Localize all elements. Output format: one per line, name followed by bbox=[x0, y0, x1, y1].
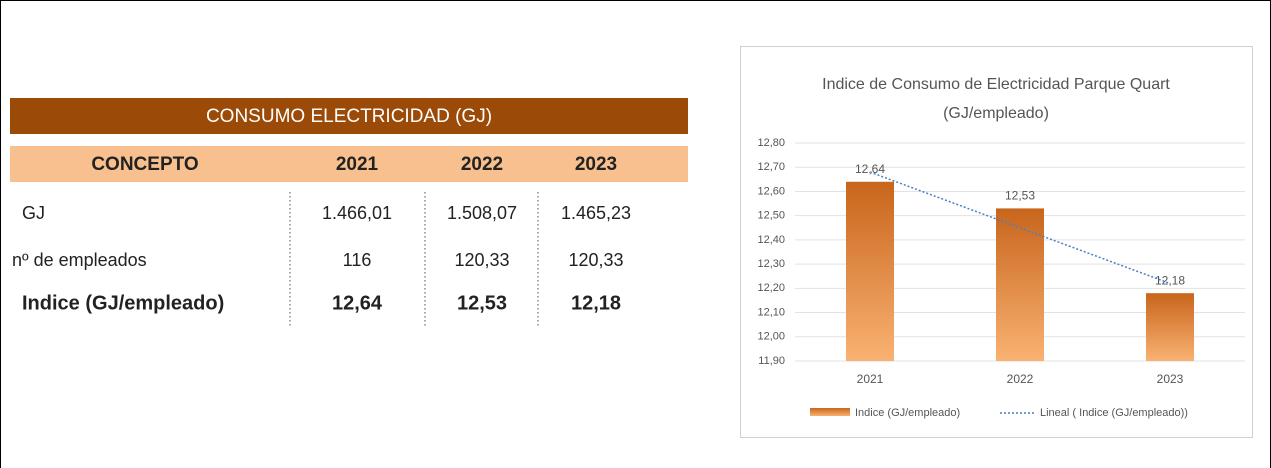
table-header-bar bbox=[10, 146, 688, 182]
table-cell: 116 bbox=[343, 250, 372, 270]
table-cell: 1.465,23 bbox=[561, 203, 631, 223]
chart: 11,90 12,00 12,10 12,20 12,30 12,40 12,50 12,60… bbox=[757, 137, 1245, 419]
header-cell: CONCEPTO bbox=[91, 154, 198, 175]
legend-label: Lineal ( Indice (GJ/empleado)) bbox=[1040, 407, 1188, 419]
table-cell: nº de empleados bbox=[12, 250, 147, 270]
x-tick-label: 2022 bbox=[1007, 372, 1034, 386]
table-cell: 12,18 bbox=[571, 292, 621, 314]
table-cell: 12,64 bbox=[332, 292, 383, 314]
y-tick-label: 12,20 bbox=[757, 282, 785, 294]
chart-title: Indice de Consumo de Electricidad Parque… bbox=[822, 76, 1170, 93]
legend-swatch bbox=[810, 408, 850, 416]
bar bbox=[846, 181, 894, 361]
y-tick-label: 12,10 bbox=[757, 306, 785, 318]
bar bbox=[1146, 293, 1194, 361]
bar bbox=[996, 208, 1044, 361]
header-cell: 2022 bbox=[461, 154, 503, 175]
table: CONCEPTO 2021 2022 2023 GJ 1.466,01 1.508,07 1.… bbox=[12, 154, 631, 326]
table-title-bar bbox=[10, 98, 688, 134]
y-tick-label: 12,70 bbox=[757, 161, 785, 173]
y-tick-label: 12,00 bbox=[757, 331, 785, 343]
trendline bbox=[869, 171, 1171, 285]
x-tick-label: 2023 bbox=[1157, 372, 1184, 386]
data-label: 12,18 bbox=[1155, 273, 1185, 287]
y-tick-label: 12,80 bbox=[757, 137, 785, 149]
table-cell: 1.508,07 bbox=[447, 203, 517, 223]
table-title: CONSUMO ELECTRICIDAD (GJ) bbox=[206, 106, 492, 127]
table-cell: GJ bbox=[22, 203, 45, 223]
table-cell: 12,53 bbox=[457, 292, 507, 314]
header-cell: 2023 bbox=[575, 154, 617, 175]
y-tick-label: 12,40 bbox=[757, 234, 785, 246]
legend-label: Indice (GJ/empleado) bbox=[855, 407, 960, 419]
table-cell: 1.466,01 bbox=[322, 203, 392, 223]
data-label: 12,53 bbox=[1005, 189, 1035, 203]
x-tick-label: 2021 bbox=[857, 372, 884, 386]
chart-title: (GJ/empleado) bbox=[943, 105, 1049, 122]
y-tick-label: 12,60 bbox=[757, 185, 785, 197]
y-tick-label: 11,90 bbox=[758, 355, 785, 367]
header-cell: 2021 bbox=[336, 154, 379, 175]
table-cell: 120,33 bbox=[454, 250, 509, 270]
y-tick-label: 12,30 bbox=[757, 258, 785, 270]
y-tick-label: 12,50 bbox=[757, 210, 785, 222]
table-cell: 120,33 bbox=[568, 250, 623, 270]
data-label: 12,64 bbox=[855, 162, 885, 176]
table-cell: Indice (GJ/empleado) bbox=[22, 292, 224, 314]
